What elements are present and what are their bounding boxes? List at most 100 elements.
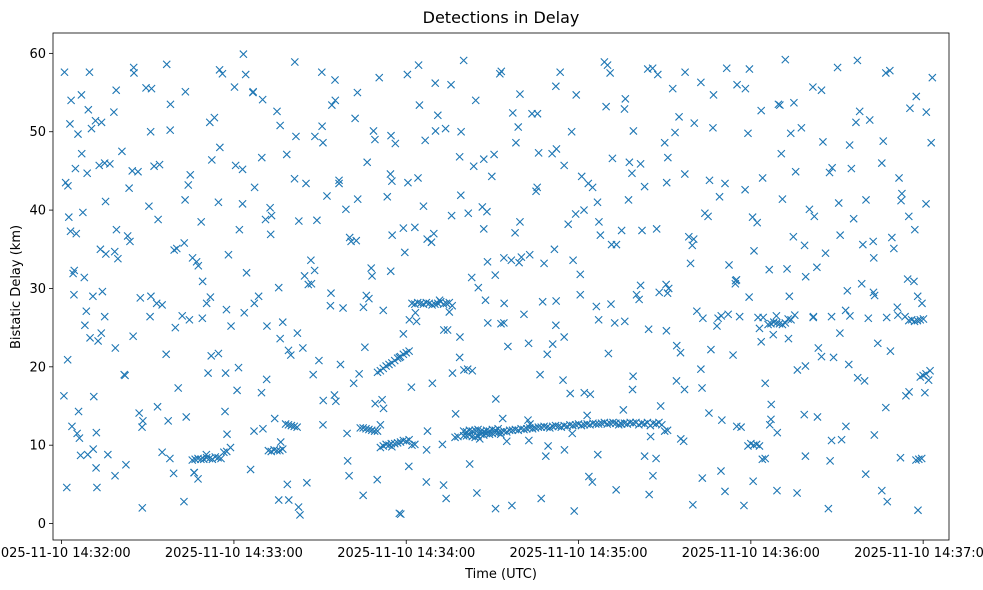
data-point bbox=[238, 165, 247, 174]
data-point bbox=[483, 318, 492, 327]
data-point bbox=[276, 121, 285, 130]
data-point bbox=[180, 239, 189, 247]
data-point bbox=[447, 80, 456, 89]
data-point bbox=[451, 433, 460, 442]
data-point bbox=[621, 94, 630, 103]
data-point bbox=[456, 191, 465, 200]
data-point bbox=[869, 253, 878, 262]
data-point bbox=[322, 192, 331, 200]
data-point bbox=[112, 86, 121, 95]
data-point bbox=[801, 452, 810, 461]
data-point bbox=[233, 386, 242, 395]
data-point bbox=[537, 494, 546, 503]
x-tick-label: 2025-11-10 14:32:00 bbox=[0, 546, 131, 561]
data-point bbox=[459, 365, 468, 374]
data-point bbox=[586, 390, 595, 399]
data-point bbox=[345, 471, 354, 480]
data-point bbox=[481, 296, 490, 305]
data-point bbox=[194, 474, 203, 483]
data-point bbox=[386, 267, 395, 276]
data-point bbox=[258, 424, 267, 433]
data-point bbox=[113, 254, 122, 263]
data-point bbox=[146, 127, 155, 136]
data-point bbox=[544, 441, 553, 450]
data-point bbox=[422, 478, 431, 487]
data-point bbox=[445, 307, 454, 316]
data-point bbox=[129, 332, 138, 341]
data-point bbox=[629, 372, 638, 381]
data-point bbox=[472, 488, 481, 497]
data-point bbox=[179, 497, 188, 506]
x-axis-title: Time (UTC) bbox=[464, 567, 537, 582]
data-point bbox=[388, 231, 397, 240]
data-point bbox=[170, 246, 179, 255]
data-point bbox=[335, 176, 344, 185]
data-point bbox=[258, 95, 267, 104]
data-point bbox=[207, 155, 216, 164]
data-point bbox=[853, 373, 862, 382]
data-point bbox=[812, 263, 821, 272]
data-point bbox=[716, 467, 725, 476]
data-point bbox=[517, 253, 526, 262]
data-point bbox=[468, 427, 477, 436]
data-point bbox=[540, 422, 549, 431]
data-point bbox=[889, 244, 898, 253]
data-point bbox=[790, 311, 799, 320]
data-point bbox=[94, 336, 103, 345]
data-point bbox=[185, 315, 194, 324]
data-point bbox=[904, 212, 913, 221]
data-point bbox=[841, 306, 850, 315]
data-point bbox=[359, 491, 368, 500]
data-point bbox=[855, 107, 864, 116]
data-point bbox=[77, 90, 86, 99]
data-point bbox=[636, 159, 645, 168]
data-point bbox=[515, 258, 524, 267]
data-point bbox=[150, 162, 159, 171]
data-point bbox=[307, 279, 316, 288]
data-point bbox=[729, 351, 738, 360]
data-point bbox=[302, 478, 311, 487]
data-point bbox=[221, 407, 230, 416]
data-point bbox=[242, 268, 251, 277]
data-point bbox=[732, 422, 741, 431]
data-point bbox=[680, 385, 689, 394]
data-point bbox=[540, 259, 549, 268]
data-point bbox=[680, 170, 689, 179]
data-point bbox=[640, 452, 649, 461]
data-point bbox=[753, 218, 762, 227]
data-point bbox=[63, 181, 72, 190]
data-point bbox=[675, 112, 684, 121]
data-point bbox=[69, 290, 78, 299]
data-point bbox=[686, 259, 695, 268]
data-point bbox=[745, 293, 754, 302]
data-point bbox=[172, 244, 181, 253]
data-point bbox=[491, 271, 500, 280]
data-point bbox=[487, 172, 496, 181]
data-point bbox=[403, 178, 412, 187]
data-point bbox=[103, 450, 112, 459]
data-point bbox=[663, 153, 672, 162]
data-point bbox=[607, 300, 615, 309]
data-point bbox=[525, 250, 534, 259]
data-point bbox=[327, 289, 335, 298]
data-point bbox=[345, 233, 354, 242]
data-point bbox=[499, 253, 508, 262]
data-point bbox=[105, 159, 114, 168]
data-point bbox=[370, 427, 379, 436]
data-point bbox=[284, 420, 293, 429]
data-point bbox=[410, 440, 419, 449]
data-point bbox=[318, 122, 327, 131]
data-point bbox=[88, 292, 97, 301]
data-point bbox=[564, 220, 573, 229]
data-point bbox=[566, 389, 575, 398]
data-point bbox=[515, 217, 524, 226]
data-point bbox=[194, 261, 203, 270]
data-point bbox=[293, 329, 302, 338]
data-point bbox=[287, 421, 296, 430]
data-point bbox=[717, 311, 726, 320]
data-point bbox=[743, 129, 752, 138]
data-point bbox=[755, 324, 764, 333]
data-point bbox=[352, 236, 361, 245]
data-point bbox=[724, 310, 733, 319]
